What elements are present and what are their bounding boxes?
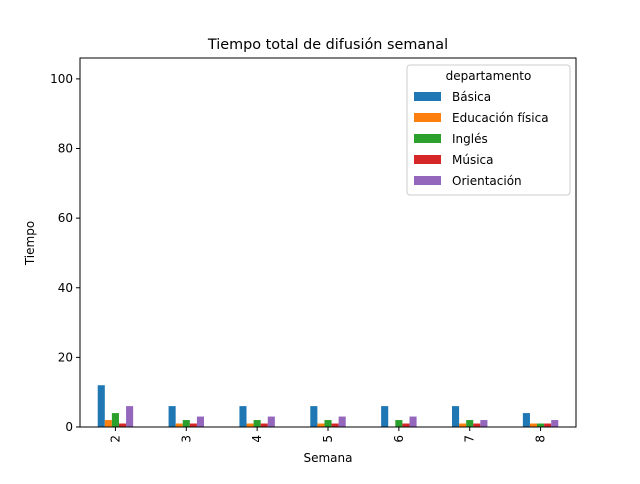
y-tick-label: 0: [65, 420, 73, 434]
bar-Educación física-7: [459, 423, 467, 427]
bar-Educación física-3: [175, 423, 183, 427]
legend-swatch: [414, 155, 441, 164]
bar-Orientación-2: [126, 406, 134, 427]
y-tick-label: 100: [50, 72, 73, 86]
legend-swatch: [414, 176, 441, 185]
legend-label: Música: [452, 153, 494, 167]
bar-Música-3: [189, 423, 197, 427]
bar-Orientación-5: [338, 416, 346, 427]
bar-Educación física-5: [317, 423, 325, 427]
legend-swatch: [414, 113, 441, 122]
bar-Inglés-3: [182, 420, 190, 427]
bar-Orientación-6: [409, 416, 417, 427]
bar-Básica-2: [97, 385, 105, 427]
x-tick-label: 7: [463, 435, 477, 443]
bar-Básica-5: [310, 406, 318, 427]
bar-Inglés-4: [253, 420, 261, 427]
legend-label: Educación física: [452, 111, 549, 125]
bar-Música-5: [331, 423, 339, 427]
x-tick-label: 4: [250, 435, 264, 443]
bar-Inglés-8: [537, 423, 545, 427]
bar-Inglés-6: [395, 420, 403, 427]
bar-Música-8: [544, 423, 552, 427]
bar-Básica-7: [452, 406, 460, 427]
bar-Básica-4: [239, 406, 247, 427]
y-tick-label: 60: [58, 211, 73, 225]
bars-group: [97, 385, 559, 427]
bar-Orientación-3: [196, 416, 204, 427]
legend-label: Inglés: [452, 132, 488, 146]
x-tick-label: 5: [321, 435, 335, 443]
bar-Inglés-2: [111, 413, 119, 427]
chart-title: Tiempo total de difusión semanal: [207, 37, 448, 53]
axes-group: 0 20 40 60 80 100 2 3 4 5 6 7 8: [50, 57, 577, 443]
legend-swatch: [414, 134, 441, 143]
bar-Básica-6: [381, 406, 389, 427]
x-tick-label: 3: [179, 435, 193, 443]
bar-Orientación-7: [480, 420, 488, 427]
bar-Educación física-2: [104, 420, 112, 427]
bar-Educación física-8: [529, 423, 538, 427]
legend-swatch: [414, 92, 441, 101]
bar-Orientación-8: [551, 420, 559, 427]
bar-Inglés-7: [466, 420, 474, 427]
bar-Música-7: [473, 423, 481, 427]
legend-title: departamento: [446, 69, 532, 83]
bar-Música-6: [402, 423, 410, 427]
bar-Inglés-5: [324, 420, 332, 427]
y-tick-label: 20: [58, 350, 73, 364]
y-axis-label: Tiempo: [23, 221, 37, 266]
bar-Orientación-4: [267, 416, 275, 427]
legend: departamento Básica Educación física Inglés…: [406, 64, 571, 196]
legend-label: Orientación: [452, 174, 522, 188]
bar-Música-4: [260, 423, 268, 427]
y-tick-label: 40: [58, 281, 73, 295]
x-tick-label: 2: [108, 435, 122, 443]
bar-Básica-8: [522, 413, 530, 427]
legend-box: [406, 64, 571, 196]
x-tick-label: 6: [392, 435, 406, 443]
legend-label: Básica: [452, 90, 491, 104]
x-axis-label: Semana: [303, 451, 352, 465]
x-tick-label: 8: [534, 435, 548, 443]
bar-Música-2: [118, 423, 127, 427]
bar-Educación física-4: [246, 423, 254, 427]
y-tick-label: 80: [58, 142, 73, 156]
bar-Básica-3: [168, 406, 176, 427]
